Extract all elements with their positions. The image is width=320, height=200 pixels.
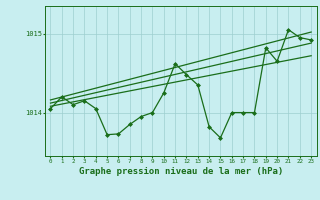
X-axis label: Graphe pression niveau de la mer (hPa): Graphe pression niveau de la mer (hPa): [79, 167, 283, 176]
